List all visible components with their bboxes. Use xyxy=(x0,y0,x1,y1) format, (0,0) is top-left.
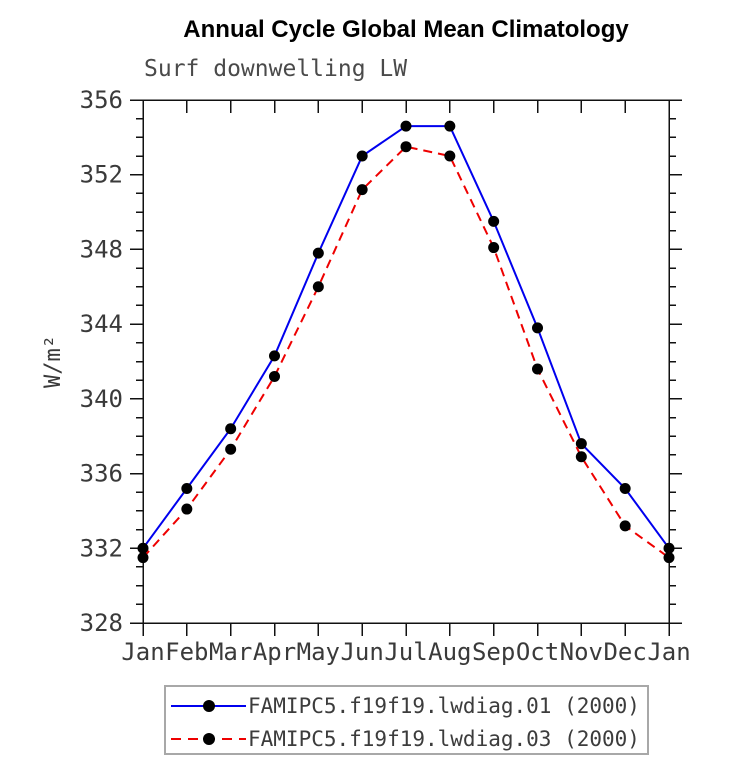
data-point-marker xyxy=(444,150,456,162)
data-point-marker xyxy=(619,520,631,532)
legend-entry-series-1: FAMIPC5.f19f19.lwdiag.03 (2000) xyxy=(169,725,640,752)
plot-area-box xyxy=(142,99,670,624)
chart-title: Annual Cycle Global Mean Climatology xyxy=(183,16,629,43)
legend-line-sample-red-dashed xyxy=(171,732,246,745)
x-tick-label: May xyxy=(297,638,340,666)
y-axis-left-ticks xyxy=(130,99,143,624)
data-point-marker xyxy=(488,215,500,227)
data-point-marker xyxy=(312,281,324,293)
y-tick-label: 332 xyxy=(80,534,123,562)
y-tick-label: 356 xyxy=(80,86,123,114)
series-1-markers xyxy=(137,141,675,564)
series-0-markers xyxy=(137,120,675,554)
series-1-line xyxy=(142,145,670,559)
data-point-marker xyxy=(400,120,412,132)
x-axis-bottom-ticks xyxy=(142,623,670,636)
x-tick-label: Feb xyxy=(165,638,208,666)
y-tick-label: 336 xyxy=(80,460,123,488)
x-tick-label: Jun xyxy=(340,638,383,666)
x-tick-label: Dec xyxy=(603,638,646,666)
data-point-marker xyxy=(269,370,280,382)
data-point-marker xyxy=(575,451,587,463)
data-point-marker xyxy=(400,141,412,153)
x-tick-label: Mar xyxy=(209,638,252,666)
y-tick-label: 348 xyxy=(80,235,123,263)
data-point-marker xyxy=(181,503,193,515)
data-point-marker xyxy=(532,363,543,375)
y-tick-label: 328 xyxy=(80,609,123,637)
series-0-line xyxy=(142,125,670,549)
y-tick-label: 344 xyxy=(80,310,123,338)
data-point-marker xyxy=(619,483,631,495)
data-point-marker xyxy=(225,423,237,435)
legend-entry-series-0: FAMIPC5.f19f19.lwdiag.01 (2000) xyxy=(169,692,640,719)
data-point-marker xyxy=(181,483,193,495)
legend: FAMIPC5.f19f19.lwdiag.01 (2000) FAMIPC5.… xyxy=(164,685,649,755)
x-tick-label: Jan xyxy=(121,638,164,666)
x-tick-label: Jul xyxy=(384,638,427,666)
data-point-marker xyxy=(137,552,149,564)
data-point-marker xyxy=(137,542,149,554)
x-tick-labels: Jan Feb Mar Apr May Jun Jul Aug Sep Oct Nov Dec Jan xyxy=(121,638,690,666)
y-tick-labels: 328 332 336 340 344 348 352 356 xyxy=(80,86,123,637)
x-tick-label: Sep xyxy=(472,638,515,666)
data-point-marker xyxy=(356,184,368,196)
x-tick-label: Nov xyxy=(560,638,603,666)
data-point-marker xyxy=(532,322,543,334)
data-point-marker xyxy=(575,438,587,450)
y-tick-label: 340 xyxy=(80,385,123,413)
data-point-marker xyxy=(663,542,675,554)
x-tick-label: Apr xyxy=(253,638,296,666)
legend-label-series-1: FAMIPC5.f19f19.lwdiag.03 (2000) xyxy=(248,726,640,751)
y-axis-title: W/m² xyxy=(41,335,66,388)
data-point-marker xyxy=(444,120,456,132)
data-point-marker xyxy=(488,242,500,254)
x-tick-label: Oct xyxy=(516,638,559,666)
data-point-marker xyxy=(225,443,237,455)
data-point-marker xyxy=(269,350,280,362)
x-tick-label: Jan xyxy=(647,638,690,666)
x-axis-top-ticks xyxy=(142,100,670,113)
data-point-marker xyxy=(356,150,368,162)
chart-subtitle: Surf downwelling LW xyxy=(144,56,408,82)
legend-line-sample-blue-solid xyxy=(171,699,246,712)
y-axis-right-ticks xyxy=(669,99,682,624)
legend-label-series-0: FAMIPC5.f19f19.lwdiag.01 (2000) xyxy=(248,693,640,718)
x-tick-label: Aug xyxy=(428,638,471,666)
data-point-marker xyxy=(663,552,675,564)
data-point-marker xyxy=(312,247,324,259)
y-tick-label: 352 xyxy=(80,161,123,189)
